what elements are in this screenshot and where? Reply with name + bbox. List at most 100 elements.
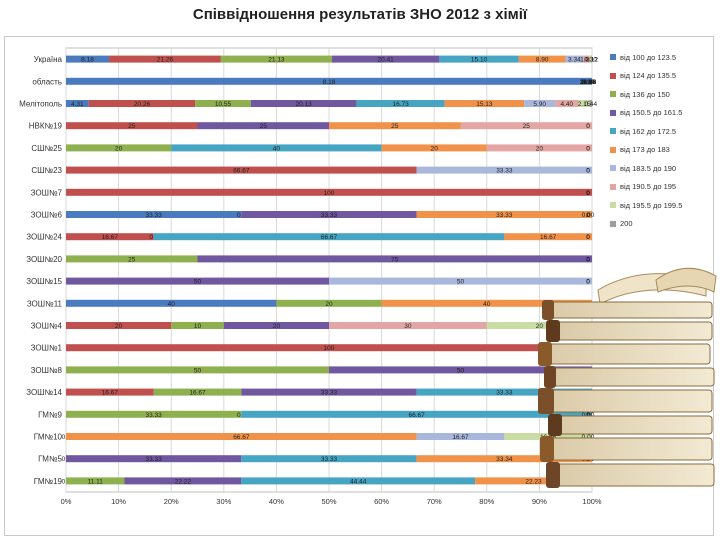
- x-tick-label: 0%: [61, 497, 72, 506]
- book-2: [546, 320, 713, 342]
- bar-segment: [66, 366, 329, 374]
- legend-swatch: [610, 109, 616, 116]
- data-label: 40: [168, 301, 176, 308]
- category-label: Україна: [34, 55, 63, 64]
- data-label: 0.30: [584, 57, 597, 64]
- bar-segment: [66, 144, 172, 152]
- bar-segment: [444, 100, 525, 107]
- x-tick-label: 100%: [582, 497, 602, 506]
- bar-segment: [416, 433, 505, 440]
- data-label: 25: [523, 123, 531, 130]
- bar-segment: [197, 122, 329, 130]
- bar-segment: [241, 455, 417, 463]
- data-label: 33.33: [321, 212, 338, 219]
- data-label: 20.13: [296, 101, 313, 108]
- bar-segment: [109, 55, 221, 63]
- bar-segment: [356, 100, 445, 107]
- bar-segment: [66, 322, 172, 329]
- data-label: 0: [586, 256, 590, 263]
- data-label: 50: [457, 279, 465, 286]
- data-label: 0: [586, 234, 590, 241]
- category-label: ЗОШ№6: [31, 211, 63, 220]
- bar-segment: [439, 55, 519, 63]
- legend-item: від 150.5 до 161.5: [610, 104, 716, 123]
- data-label: 33.34: [496, 456, 513, 463]
- bar-segment: [329, 322, 487, 329]
- bar-segment: [416, 211, 592, 218]
- data-label: 66.67: [233, 168, 250, 175]
- data-label: 8.18: [81, 57, 94, 64]
- category-label: СШ№23: [31, 166, 62, 175]
- data-label: 33.33: [321, 456, 338, 463]
- data-label: 33.33: [321, 390, 338, 397]
- bar-segment: [524, 100, 556, 107]
- data-label: 33.33: [496, 212, 513, 219]
- bar-segment: [381, 144, 487, 152]
- legend-label: від 136 до 150: [620, 89, 670, 99]
- data-label: 22.23: [525, 478, 542, 485]
- book-7: [540, 436, 713, 462]
- data-label: 15.10: [471, 57, 488, 64]
- bar-segment: [416, 455, 592, 463]
- bar-segment: [241, 388, 417, 396]
- legend-item: від 162 до 172.5: [610, 122, 716, 141]
- data-label: 0: [586, 256, 590, 263]
- bar-segment: [88, 100, 196, 107]
- bar-segment: [66, 455, 242, 463]
- data-label: 0: [586, 256, 590, 263]
- data-label: 21.26: [580, 79, 597, 86]
- x-tick-label: 70%: [427, 497, 442, 506]
- data-label: 33.33: [146, 456, 163, 463]
- open-book: [597, 267, 717, 305]
- book-3: [538, 342, 711, 366]
- data-label: 16.73: [392, 101, 409, 108]
- data-label: 0: [586, 279, 590, 286]
- data-label: 0: [586, 234, 590, 241]
- data-label: 0: [586, 279, 590, 286]
- category-label: ЗОШ№14: [26, 388, 62, 397]
- data-label: 0: [586, 145, 590, 152]
- chart-legend: від 100 до 123.5 від 124 до 135.5 від 136 …: [610, 48, 716, 233]
- x-tick-label: 60%: [374, 497, 389, 506]
- data-label: 0.00: [582, 212, 595, 219]
- data-label: 75: [391, 256, 399, 263]
- category-label: область: [32, 77, 62, 86]
- data-label: 50: [194, 367, 202, 374]
- data-label: 0: [586, 279, 590, 286]
- data-label: 66.67: [409, 412, 426, 419]
- data-label: 0: [586, 123, 590, 130]
- data-label: 66.67: [321, 234, 338, 241]
- legend-label: від 190.5 до 195: [620, 182, 677, 192]
- bar-segment: [565, 55, 584, 63]
- chart-title: Співвідношення результатів ЗНО 2012 з хі…: [192, 6, 528, 23]
- data-label: 5.90: [533, 101, 546, 108]
- data-label: 16.67: [452, 434, 469, 441]
- bar-segment: [66, 166, 417, 174]
- legend-item: 200: [610, 215, 716, 234]
- data-label: 10.55: [215, 101, 232, 108]
- data-label: 30: [404, 323, 412, 330]
- data-label: 16.67: [540, 234, 557, 241]
- data-label: 20: [325, 301, 333, 308]
- x-tick-label: 30%: [216, 497, 231, 506]
- bar-segment: [66, 122, 198, 130]
- bar-segment: [66, 188, 592, 196]
- data-label: 40: [483, 301, 491, 308]
- data-label: 44.44: [350, 478, 367, 485]
- data-label: 0: [586, 190, 590, 197]
- data-label: 0.12: [585, 57, 598, 64]
- data-label: 0.00: [582, 412, 595, 419]
- bar-segment: [66, 388, 154, 396]
- legend-swatch: [610, 165, 616, 172]
- data-label: 0: [586, 168, 590, 175]
- data-label: 0: [586, 256, 590, 263]
- legend-swatch: [610, 128, 616, 135]
- bar-segment: [518, 55, 566, 63]
- data-label: 1.26: [582, 79, 595, 86]
- category-label: Мелітополь: [19, 100, 62, 109]
- book-6: [548, 414, 713, 436]
- bar-segment: [66, 255, 198, 263]
- legend-item: від 136 до 150: [610, 85, 716, 104]
- bar-segment: [241, 211, 417, 218]
- bar-segment: [486, 322, 592, 329]
